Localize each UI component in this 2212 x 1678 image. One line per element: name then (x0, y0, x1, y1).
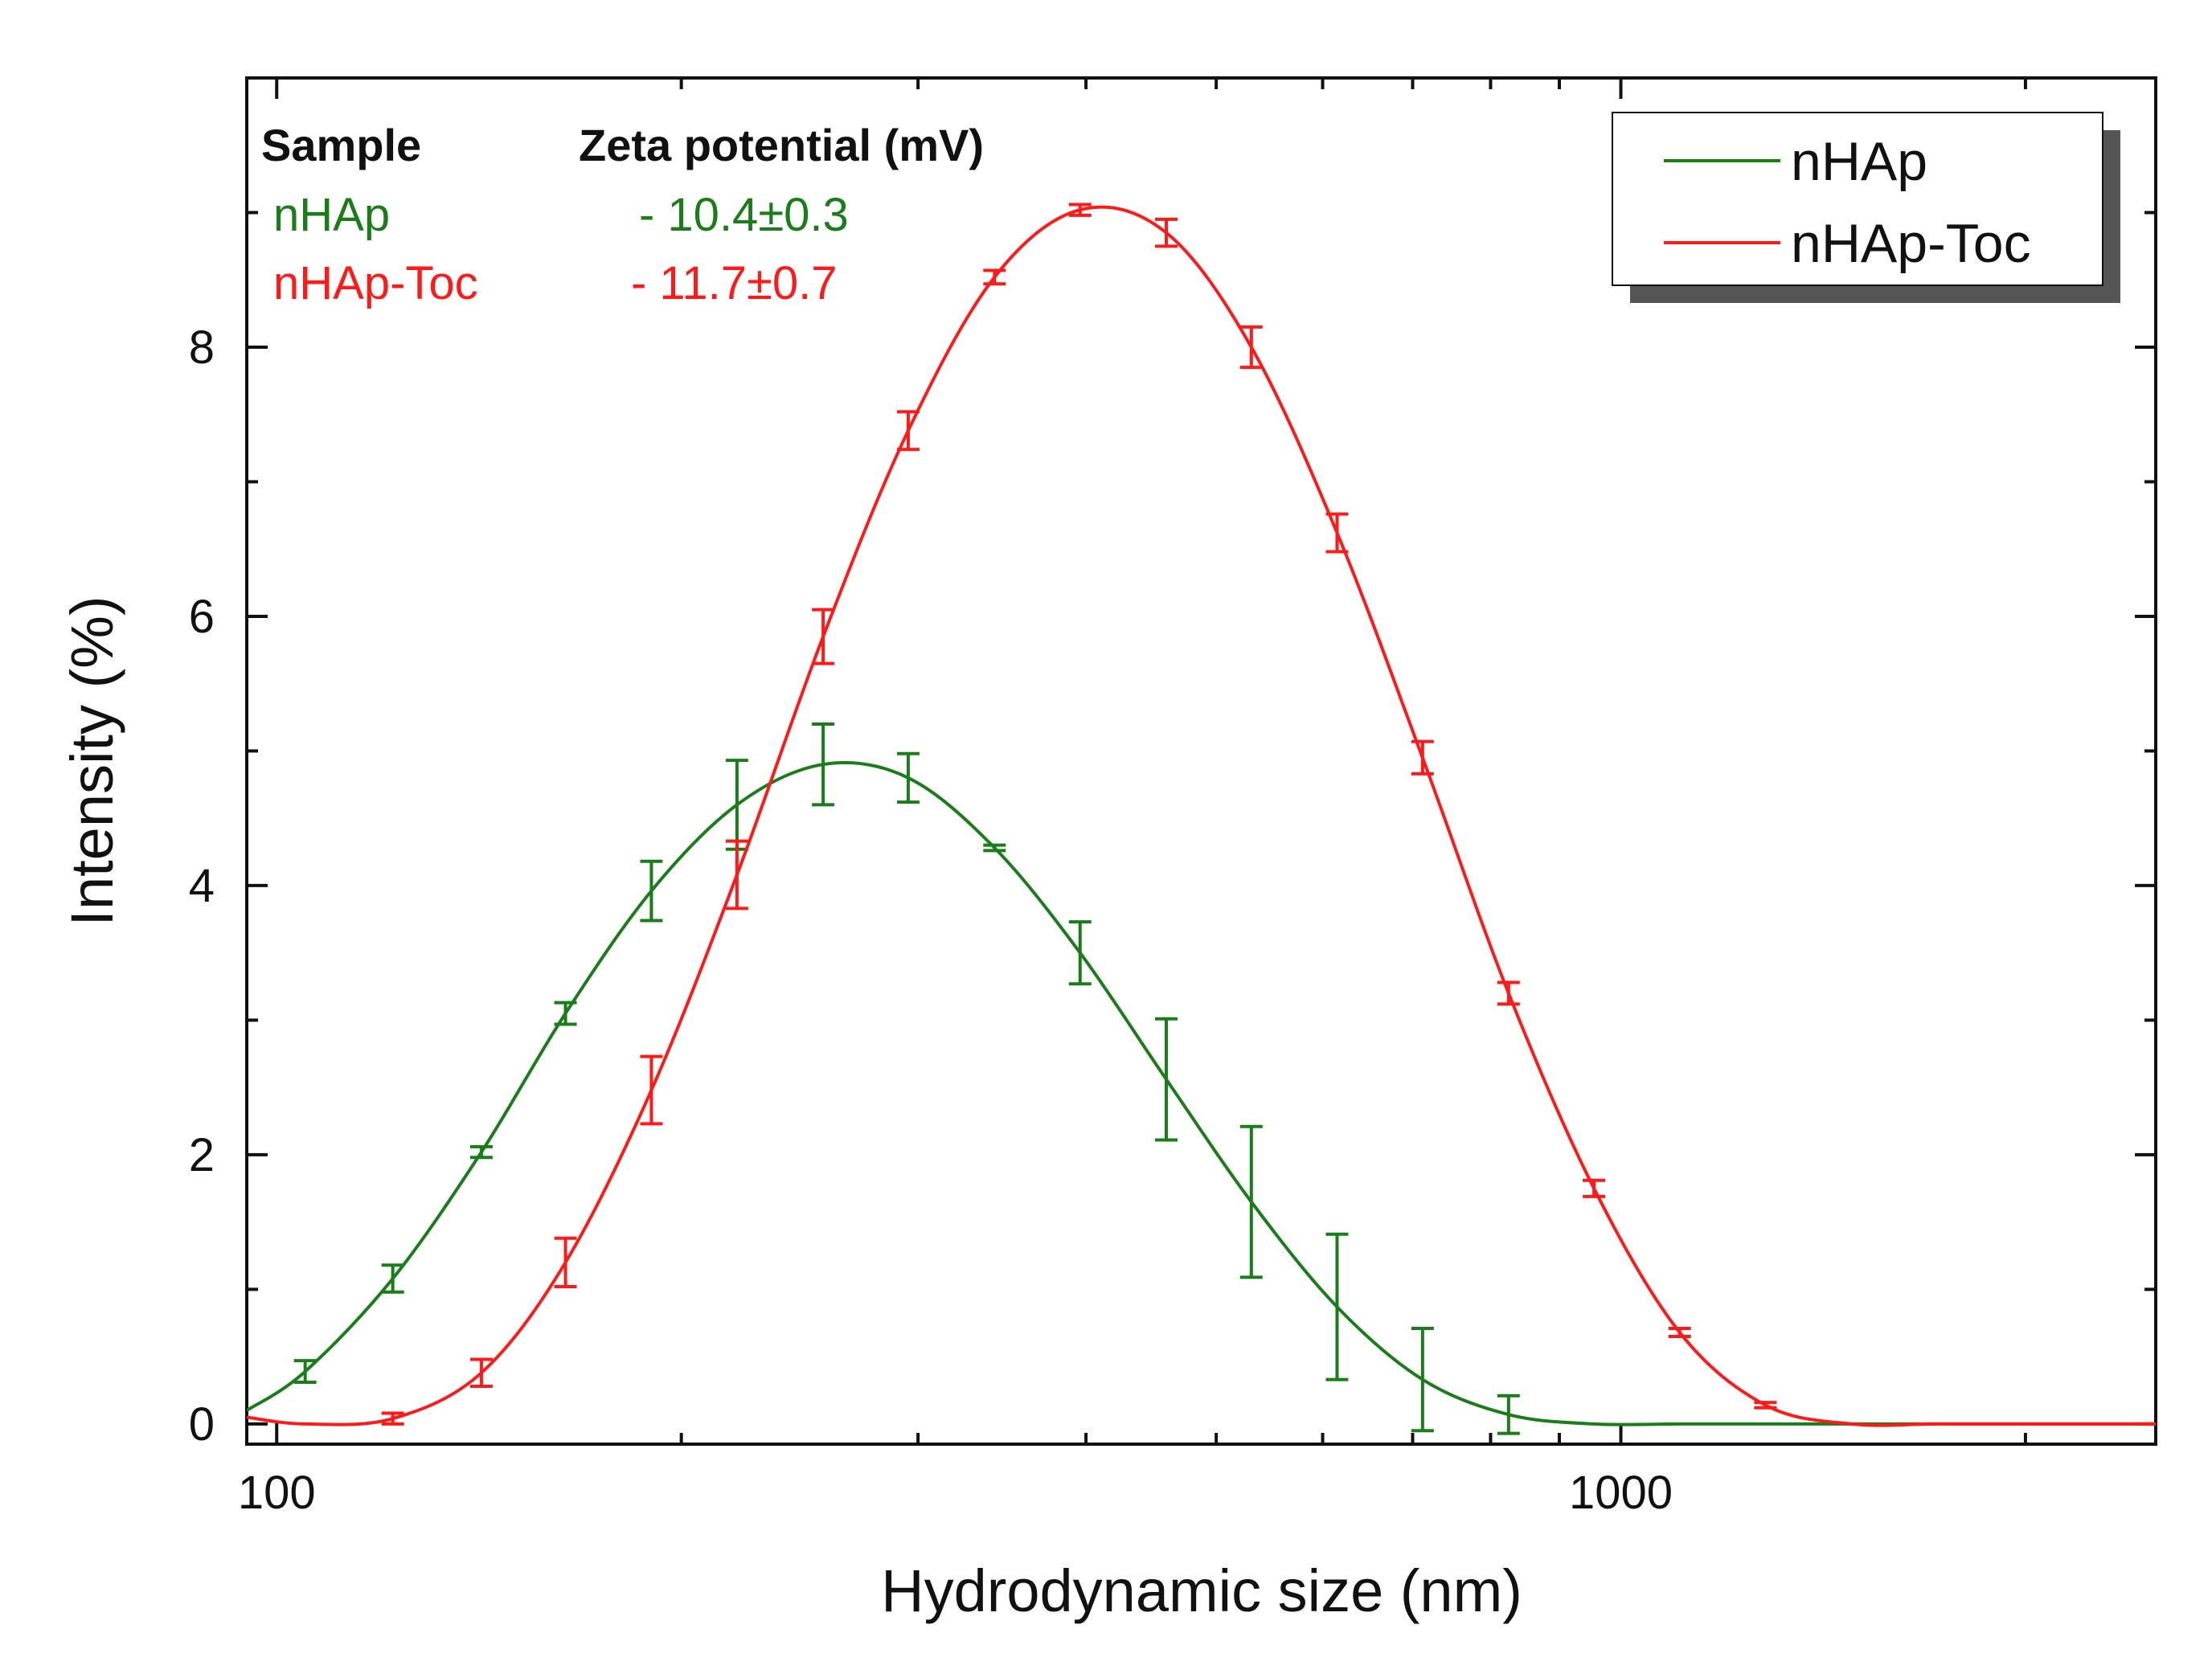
annotation-sample-nhap: nHAp (273, 189, 390, 241)
x-tick-label: 1000 (1569, 1467, 1673, 1519)
series-line-nhap-toc (247, 205, 2156, 1427)
series-line-nhap (247, 761, 2156, 1426)
y-tick-label: 6 (189, 591, 215, 643)
annotation-header-zeta: Zeta potential (mV) (579, 120, 984, 170)
legend-label-nhap-toc: nHAp-Toc (1791, 213, 2031, 274)
plot-frame (245, 76, 2157, 1446)
annotation-header-sample: Sample (261, 120, 421, 170)
y-tick-label: 4 (189, 860, 215, 912)
zeta-annotation: Sample Zeta potential (mV) nHAp - 10.4±0… (261, 120, 984, 309)
annotation-sample-nhap-toc: nHAp-Toc (273, 257, 478, 309)
x-axis-ticks: 100 1000 (238, 78, 2027, 1519)
series-layer (247, 203, 2156, 1435)
legend-box (1612, 112, 2103, 286)
x-tick-label: 100 (238, 1467, 316, 1519)
y-tick-label: 8 (189, 321, 215, 374)
y-tick-label: 0 (189, 1398, 215, 1451)
annotation-zeta-nhap: - 10.4±0.3 (639, 189, 849, 241)
annotation-zeta-nhap-toc: - 11.7±0.7 (631, 257, 837, 309)
legend-label-nhap: nHAp (1791, 131, 1927, 192)
y-tick-label: 2 (189, 1129, 215, 1181)
y-axis-title: Intensity (%) (59, 595, 125, 926)
y-axis-ticks: 0 2 4 6 8 (189, 211, 2156, 1451)
x-axis-title: Hydrodynamic size (nm) (881, 1557, 1522, 1624)
legend: nHAp nHAp-Toc (1612, 112, 2120, 303)
